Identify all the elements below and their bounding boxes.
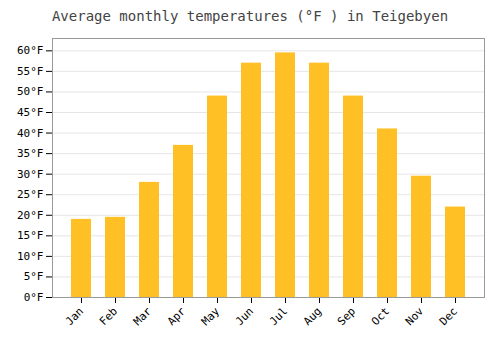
svg-text:5°F: 5°F (24, 270, 44, 283)
svg-text:Apr: Apr (165, 304, 189, 328)
svg-text:40°F: 40°F (17, 127, 44, 140)
svg-text:10°F: 10°F (17, 250, 44, 263)
svg-text:45°F: 45°F (17, 106, 44, 119)
html-text:Average monthly temperatures (: Average monthly temperatures (°F ) in Te… (51, 8, 449, 24)
svg-text:25°F: 25°F (17, 188, 44, 201)
svg-text:50°F: 50°F (17, 85, 44, 98)
svg-text:Sep: Sep (335, 305, 358, 328)
svg-text:Aug: Aug (301, 305, 324, 328)
svg-text:Jul: Jul (267, 305, 290, 328)
svg-text:20°F: 20°F (17, 209, 44, 222)
svg-text:Feb: Feb (97, 305, 120, 328)
svg-text:May: May (199, 304, 223, 328)
svg-text:Nov: Nov (403, 304, 427, 328)
svg-text:55°F: 55°F (17, 65, 44, 78)
svg-text:Mar: Mar (131, 304, 155, 328)
svg-text:15°F: 15°F (17, 229, 44, 242)
svg-text:Jun: Jun (233, 305, 256, 328)
svg-text:0°F: 0°F (24, 291, 44, 304)
svg-text:30°F: 30°F (17, 168, 44, 181)
svg-text:35°F: 35°F (17, 147, 44, 160)
svg-text:Dec: Dec (437, 305, 460, 328)
svg-text:60°F: 60°F (17, 44, 44, 57)
svg-text:Jan: Jan (63, 305, 86, 328)
svg-text:Oct: Oct (369, 305, 392, 328)
